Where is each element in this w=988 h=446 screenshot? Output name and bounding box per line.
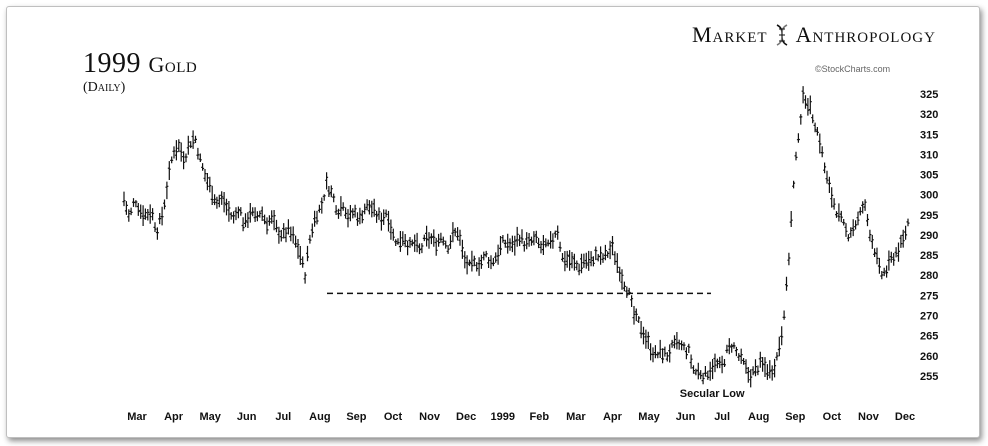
y-tick-label: 255: [920, 371, 938, 383]
y-tick-label: 310: [920, 149, 938, 161]
chart-title: 1999 Gold: [83, 48, 197, 80]
y-axis: 255 260 265 270 275 280 285 290 295 300 305 310 315 3…: [920, 89, 938, 383]
y-tick-label: 300: [920, 190, 938, 202]
brand-right: Anthropology: [795, 22, 936, 47]
brand-left: Market: [692, 22, 768, 47]
x-tick-label: Apr: [164, 411, 184, 423]
chart-subtitle: (Daily): [83, 80, 126, 95]
x-axis: Mar Apr May Jun Jul Aug Sep Oct Nov Dec 1999 Feb Mar…: [127, 411, 915, 423]
x-tick-label: Dec: [895, 411, 915, 423]
x-tick-label: Sep: [346, 411, 366, 423]
title-word: Gold: [148, 52, 198, 77]
y-tick-label: 260: [920, 351, 938, 363]
x-tick-label: Nov: [419, 411, 441, 423]
source-credit: ©StockCharts.com: [815, 64, 891, 74]
ohlc-series: [122, 86, 910, 388]
x-tick-label: Feb: [530, 411, 550, 423]
x-tick-label: Dec: [456, 411, 476, 423]
x-tick-label: Oct: [823, 411, 842, 423]
annotations: Secular Low: [680, 388, 745, 400]
y-tick-label: 265: [920, 331, 938, 343]
brand-logo: Market Anthropology: [692, 22, 936, 48]
price-bars: [122, 86, 910, 388]
y-tick-label: 315: [920, 129, 938, 141]
title-year: 1999: [83, 48, 141, 79]
x-tick-label: Sep: [785, 411, 805, 423]
x-tick-label: May: [638, 411, 660, 423]
x-tick-label: Jun: [237, 411, 257, 423]
y-tick-label: 320: [920, 109, 938, 121]
annotation-label: Secular Low: [680, 388, 745, 400]
x-tick-label: Mar: [127, 411, 147, 423]
x-tick-label: 1999: [490, 411, 514, 423]
x-tick-label: Aug: [748, 411, 769, 423]
x-tick-label: Aug: [309, 411, 330, 423]
x-tick-label: Apr: [603, 411, 623, 423]
y-tick-label: 295: [920, 210, 938, 222]
y-tick-label: 285: [920, 250, 938, 262]
x-tick-label: Nov: [858, 411, 880, 423]
x-tick-label: Oct: [384, 411, 403, 423]
y-tick-label: 275: [920, 290, 938, 302]
y-tick-label: 290: [920, 230, 938, 242]
x-tick-label: Jul: [714, 411, 730, 423]
x-tick-label: Jul: [275, 411, 291, 423]
dna-helix-icon: [776, 24, 788, 46]
y-tick-label: 270: [920, 311, 938, 323]
y-tick-label: 325: [920, 89, 938, 101]
x-tick-label: Jun: [676, 411, 696, 423]
x-tick-label: Mar: [566, 411, 586, 423]
chart-frame: [6, 6, 980, 438]
x-tick-label: May: [199, 411, 221, 423]
y-tick-label: 305: [920, 170, 938, 182]
y-tick-label: 280: [920, 270, 938, 282]
